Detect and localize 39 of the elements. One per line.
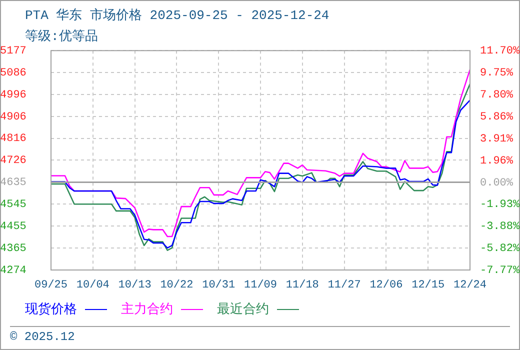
x-tick-label: 10/04 <box>76 280 110 292</box>
y2-tick-label: -3.88% <box>480 221 520 234</box>
y-tick-label: 4545 <box>0 199 26 212</box>
y-tick-label: 4816 <box>0 133 26 146</box>
legend-label: 主力合约 <box>121 302 173 317</box>
x-tick-label: 11/27 <box>328 280 361 292</box>
y-tick-label: 5086 <box>0 68 26 80</box>
y2-tick-label: 9.75% <box>480 67 514 80</box>
y-tick-label: 4365 <box>0 242 26 255</box>
text: © 2025.12 <box>10 330 75 344</box>
y-tick-label: 4726 <box>0 155 26 168</box>
y-tick-label: 4906 <box>0 111 26 124</box>
x-tick-label: 10/22 <box>160 280 194 292</box>
x-tick-label: 10/13 <box>118 280 152 292</box>
y2-tick-label: 5.86% <box>480 111 514 124</box>
x-tick-label: 09/25 <box>34 280 68 292</box>
y-tick-label: 4635 <box>0 177 26 190</box>
x-tick-label: 11/18 <box>286 280 319 292</box>
x-tick-label: 12/06 <box>370 280 403 292</box>
y-tick-label: 4996 <box>0 89 26 102</box>
y-tick-label: 4455 <box>0 220 26 233</box>
y2-tick-label: -5.82% <box>480 242 520 255</box>
x-tick-label: 12/24 <box>453 280 487 292</box>
chart-title: PTA 华东 市场价格 2025-09-25 - 2025-12-24 <box>25 7 330 24</box>
chart-subtitle: 等级:优等品 <box>25 28 98 45</box>
y-tick-label: 5177 <box>0 46 26 58</box>
y2-tick-label: 0.00% <box>480 177 514 190</box>
x-tick-label: 11/09 <box>244 280 278 292</box>
y2-tick-label: 7.80% <box>480 89 514 102</box>
x-tick-label: 12/15 <box>412 280 445 292</box>
y2-tick-label: 1.96% <box>480 155 514 168</box>
legend-label: 最近合约 <box>217 302 269 317</box>
y2-tick-label: -1.93% <box>480 199 520 212</box>
x-tick-label: 10/31 <box>202 280 236 292</box>
y2-tick-label: 11.70% <box>480 46 520 58</box>
y2-tick-label: -7.77% <box>480 264 520 277</box>
y2-tick-label: 3.91% <box>480 133 514 146</box>
y-tick-label: 4274 <box>0 264 27 277</box>
legend-label: 现货价格 <box>25 302 77 317</box>
